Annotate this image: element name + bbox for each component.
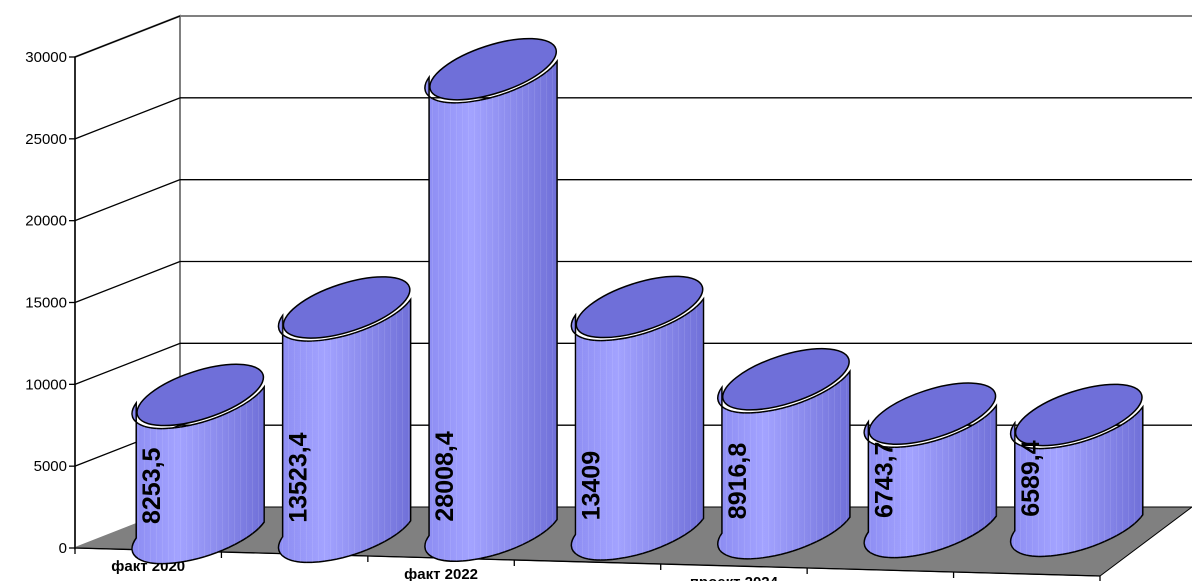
bar-cylinder: 13523,4 [277, 276, 412, 564]
bar-cylinder: 13409 [570, 275, 705, 561]
bar-top [1014, 383, 1143, 447]
bar-value-label: 6743,7 [870, 442, 898, 518]
bar-cylinder: 8916,8 [717, 347, 851, 560]
bar-top [868, 382, 997, 445]
bar-value-label: 28008,4 [431, 431, 459, 521]
bar-value-label: 8916,8 [724, 443, 752, 520]
bars: 8253,5 13523,4 28008,4 13409 8916,8 6743,7 658… [131, 37, 1144, 565]
bar-top [282, 276, 411, 339]
y-tick-label: 0 [59, 540, 67, 557]
bar-value-label: 13409 [578, 451, 606, 521]
gridline-side [74, 179, 181, 222]
bar-top [429, 37, 558, 101]
bar-texture [132, 386, 265, 564]
bar-texture [864, 405, 997, 558]
x-axis-line [74, 547, 1101, 577]
bar-value-label: 6589,4 [1017, 440, 1045, 517]
bar-texture [717, 371, 850, 559]
bar-cylinder: 6743,7 [863, 382, 998, 559]
bar-texture [571, 298, 704, 560]
bar-top [136, 363, 265, 427]
bar-cylinder: 8253,5 [131, 363, 265, 565]
bar-cylinder: 28008,4 [424, 37, 558, 562]
bar-texture [1010, 406, 1143, 557]
y-tick-label: 10000 [25, 376, 67, 393]
gridline-side [74, 342, 181, 385]
y-axis: 0 5000 10000 15000 20000 25000 30000 [25, 49, 76, 557]
gridline-side [74, 260, 181, 304]
bar-texture [424, 61, 558, 562]
bar-top [721, 347, 850, 411]
x-category-label: проект 2024 [690, 574, 779, 581]
bar-value-label: 8253,5 [138, 447, 166, 524]
y-tick-label: 5000 [34, 458, 67, 475]
bar-top [575, 275, 704, 339]
x-category-label: факт 2022 [404, 566, 478, 581]
y-tick-label: 20000 [25, 213, 67, 230]
bar-value-label: 13523,4 [285, 432, 313, 522]
bar-cylinder: 6589,4 [1009, 383, 1144, 558]
y-tick-label: 25000 [25, 131, 67, 148]
gridline-side [74, 97, 181, 140]
gridline-side [74, 15, 181, 58]
y-tick-label: 15000 [25, 295, 67, 312]
y-tick-label: 30000 [25, 49, 67, 66]
bar-texture [278, 299, 411, 563]
